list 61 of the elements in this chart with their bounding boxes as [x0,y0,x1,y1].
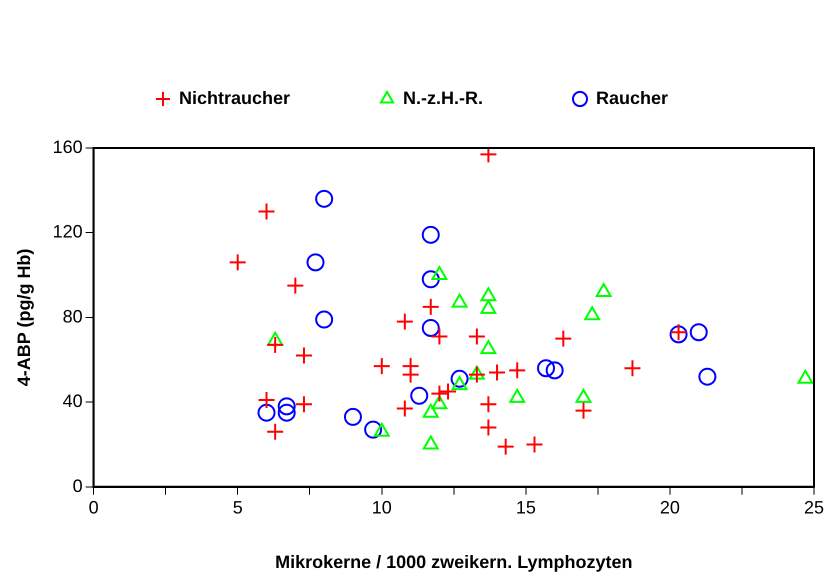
point [623,359,642,378]
point [690,323,708,342]
x-axis-title: Mikrokerne / 1000 zweikern. Lymphozyten [275,552,633,572]
point [468,327,486,346]
point [402,366,420,384]
point [364,420,382,439]
point [479,418,498,437]
point [574,402,592,420]
point [344,408,362,426]
x-tick-label: 5 [232,498,243,518]
point [479,395,498,414]
point [294,395,313,414]
y-tick-label: 40 [62,391,83,412]
point [698,368,716,386]
y-tick-label: 0 [72,476,83,496]
point [496,438,515,456]
point [525,435,544,454]
y-tick-label: 160 [52,136,83,157]
point [422,226,440,244]
point [258,390,276,409]
point [294,346,313,365]
y-axis-title: 4-ABP (pg/g Hb) [14,248,34,386]
point [422,298,440,316]
point [479,148,498,164]
legend-label: Raucher [596,88,668,108]
point [554,330,572,348]
point [450,370,469,388]
point [315,310,334,329]
point [396,399,414,418]
point [278,397,296,416]
point [422,318,440,337]
point [410,386,428,405]
point [258,202,276,221]
point [430,384,448,403]
legend-label: N.-z.H.-R. [403,88,484,108]
point [372,357,391,376]
point [315,190,334,208]
y-tick-label: 120 [52,222,83,242]
point [396,312,414,331]
point [278,404,296,422]
point [306,253,325,272]
point [286,276,304,295]
point [508,361,526,380]
point [422,270,440,288]
x-tick-label: 20 [660,498,680,518]
point [439,382,458,401]
x-tick-label: 15 [516,498,536,518]
point [258,404,276,422]
x-tick-label: 25 [804,498,824,518]
point [468,366,486,384]
point [266,336,284,354]
point [266,422,284,441]
point [488,363,506,382]
point [546,361,564,380]
point [228,253,247,272]
y-tick-label: 80 [62,306,83,326]
x-tick-label: 10 [372,498,392,518]
x-tick-label: 0 [88,498,99,518]
point [430,327,448,346]
legend-label: Nichtraucher [178,88,290,108]
point [537,359,556,378]
